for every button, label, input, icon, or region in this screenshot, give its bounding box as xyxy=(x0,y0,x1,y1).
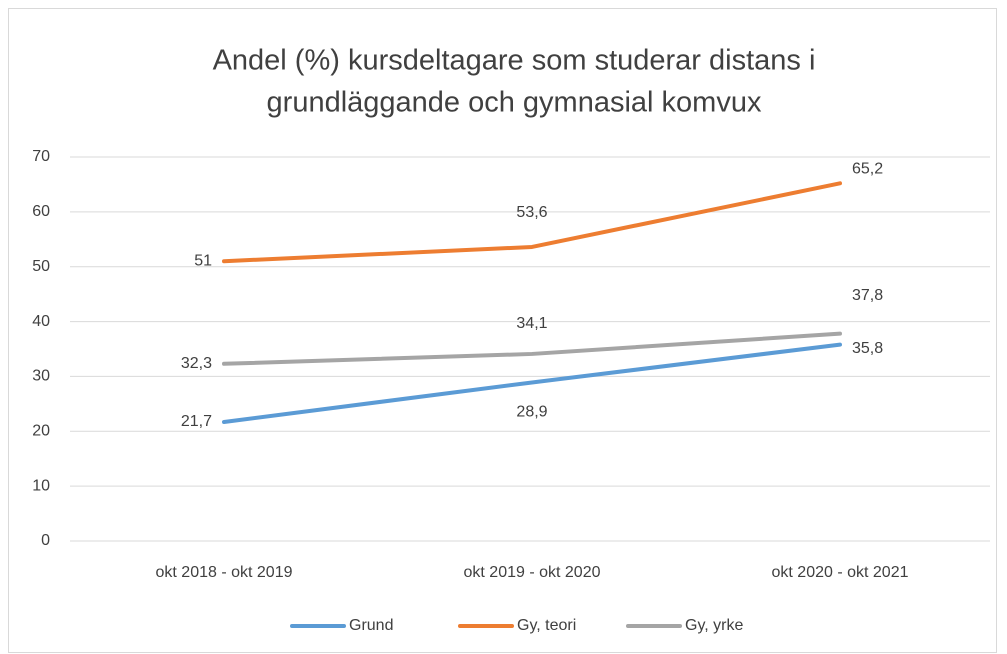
data-label: 32,3 xyxy=(181,355,212,372)
chart-title: grundläggande och gymnasial komvux xyxy=(267,87,762,119)
legend-label: Grund xyxy=(349,617,393,634)
data-label: 34,1 xyxy=(516,315,547,332)
y-tick-label: 30 xyxy=(32,368,50,385)
data-label: 37,8 xyxy=(852,287,883,304)
y-tick-label: 70 xyxy=(32,148,50,165)
y-tick-label: 40 xyxy=(32,313,50,330)
chart-title: Andel (%) kursdeltagare som studerar dis… xyxy=(213,45,816,77)
x-tick-label: okt 2019 - okt 2020 xyxy=(464,564,601,581)
y-tick-label: 0 xyxy=(41,532,50,549)
data-label: 51 xyxy=(194,252,212,269)
data-label: 21,7 xyxy=(181,413,212,430)
data-label: 53,6 xyxy=(516,204,547,221)
legend-label: Gy, teori xyxy=(517,617,576,634)
chart-border xyxy=(8,8,997,653)
data-label: 28,9 xyxy=(516,404,547,421)
data-label: 65,2 xyxy=(852,161,883,178)
series-line xyxy=(222,181,842,264)
series-line xyxy=(222,342,842,424)
series-line xyxy=(222,331,842,366)
y-tick-label: 20 xyxy=(32,423,50,440)
y-tick-label: 60 xyxy=(32,203,50,220)
x-tick-label: okt 2020 - okt 2021 xyxy=(772,564,909,581)
y-tick-label: 10 xyxy=(32,477,50,494)
legend-label: Gy, yrke xyxy=(685,617,743,634)
y-tick-label: 50 xyxy=(32,258,50,275)
x-tick-label: okt 2018 - okt 2019 xyxy=(156,564,293,581)
data-label: 35,8 xyxy=(852,340,883,357)
